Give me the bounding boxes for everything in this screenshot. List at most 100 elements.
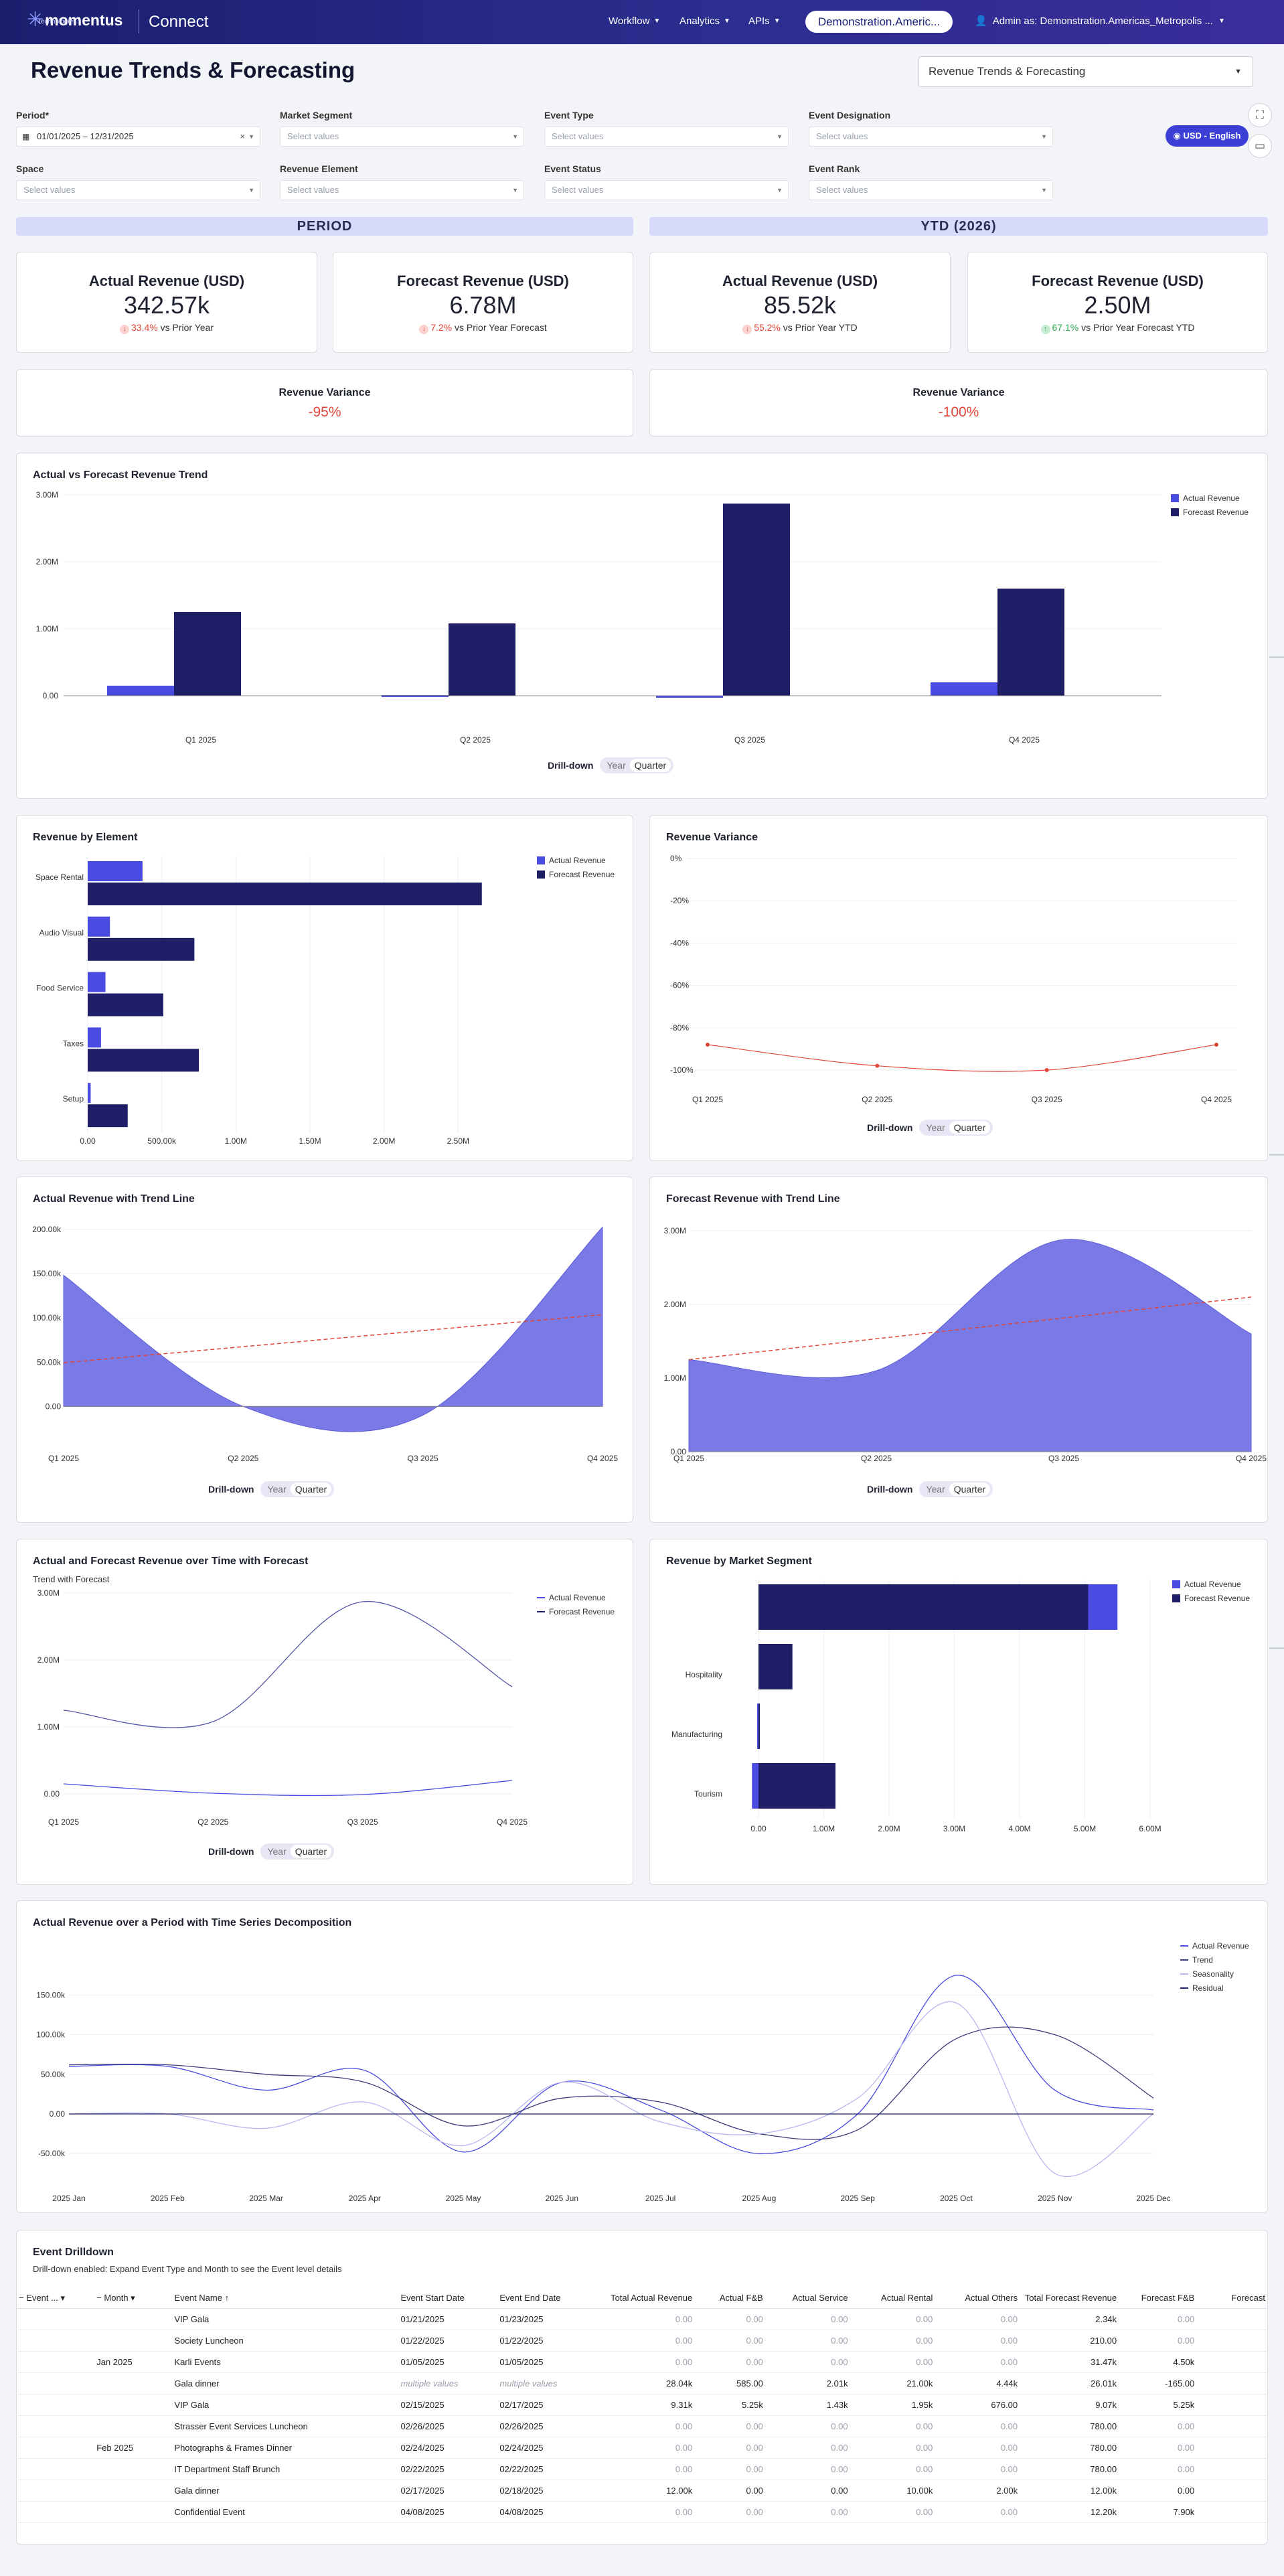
table-row[interactable]: Jan 2025 Karli Events 01/05/2025 01/05/2025… (16, 2351, 1268, 2373)
legend-item[interactable]: Actual Revenue (537, 1593, 615, 1602)
environment-selector[interactable]: Demonstration.Americ... (805, 11, 953, 33)
clear-icon[interactable]: × (240, 131, 245, 141)
column-header[interactable]: Event Start Date (398, 2288, 497, 2309)
legend-swatch (537, 1611, 545, 1612)
column-header[interactable]: Actual Others (935, 2288, 1021, 2309)
drill-toggle[interactable]: Year Quarter (260, 1843, 335, 1860)
table-row[interactable]: Gala dinner 02/17/2025 02/18/2025 12.00k 0.0… (16, 2480, 1268, 2502)
legend-item[interactable]: Forecast Revenue (537, 1607, 615, 1616)
sort-icon[interactable]: ▾ (128, 2292, 135, 2303)
column-header[interactable]: Total Actual Revenue (596, 2288, 696, 2309)
table-row[interactable]: Strasser Event Services Luncheon 02/26/20… (16, 2415, 1268, 2437)
legend-item[interactable]: Actual Revenue (1172, 1580, 1250, 1589)
drill-quarter[interactable]: Quarter (949, 1121, 991, 1134)
legend-swatch (1180, 1987, 1188, 1989)
column-header[interactable]: − Month ▾ (94, 2288, 172, 2309)
column-header[interactable]: Event Name ↑ (171, 2288, 398, 2309)
decomposition-line (68, 1975, 1154, 2154)
drill-toggle[interactable]: Year Quarter (260, 1481, 335, 1497)
expand-icon[interactable]: − (19, 2292, 27, 2303)
table-row[interactable]: VIP Gala 01/21/2025 01/23/2025 0.00 0.00 0.00… (16, 2308, 1268, 2330)
column-header[interactable]: Event End Date (497, 2288, 596, 2309)
column-header[interactable]: Actual F&B (695, 2288, 766, 2309)
currency-button[interactable]: ◉ USD - English (1166, 125, 1249, 147)
drill-toggle[interactable]: Year Quarter (600, 757, 674, 773)
chart-legend: Actual Revenue Forecast Revenue (1172, 1580, 1250, 1608)
table-cell (1197, 2330, 1268, 2352)
table-row[interactable]: VIP Gala 02/15/2025 02/17/2025 9.31k 5.25k 1.… (16, 2394, 1268, 2416)
revenue-element-select[interactable]: Select values ▼ (280, 180, 524, 200)
table-cell: 2.01k (765, 2372, 851, 2395)
y-tick-label: Audio Visual (39, 928, 84, 937)
chart-over-time-svg: 3.00M 2.00M 1.00M 0.00 Q1 2025 Q2 2025 Q3 2025… (37, 1588, 528, 1827)
drill-year[interactable]: Year (267, 1846, 287, 1857)
period-picker[interactable]: ▦ 01/01/2025 – 12/31/2025 × ▼ (16, 127, 260, 147)
table-row[interactable]: Feb 2025 Photographs & Frames Dinner 02/24… (16, 2437, 1268, 2459)
drill-year[interactable]: Year (267, 1484, 287, 1495)
legend-item[interactable]: Forecast Revenue (1171, 508, 1249, 517)
event-rank-select[interactable]: Select values ▼ (809, 180, 1053, 200)
bar-actual (88, 916, 110, 937)
drill-quarter[interactable]: Quarter (949, 1483, 991, 1496)
column-header[interactable]: − Event ... ▾ (16, 2288, 94, 2309)
chevron-down-icon: ▼ (512, 187, 518, 194)
momentus-logo[interactable]: ✳ momentus (27, 10, 123, 30)
table-row[interactable]: IT Department Staff Brunch 02/22/2025 02/2… (16, 2458, 1268, 2480)
table-row[interactable]: Society Luncheon 01/22/2025 01/22/2025 0.00… (16, 2330, 1268, 2352)
drill-quarter[interactable]: Quarter (290, 1845, 332, 1858)
legend-swatch (1180, 1973, 1188, 1975)
event-type-select[interactable]: Select values ▼ (544, 127, 789, 147)
arrow-up-icon: ↑ (1040, 325, 1050, 334)
drill-quarter[interactable]: Quarter (629, 759, 671, 772)
drill-year[interactable]: Year (926, 1484, 945, 1495)
user-menu[interactable]: 👤 Admin as: Demonstration.Americas_Metro… (975, 15, 1225, 27)
event-status-label: Event Status (544, 163, 601, 174)
space-select[interactable]: Select values ▼ (16, 180, 260, 200)
table-cell: 5.25k (1119, 2394, 1198, 2416)
nav-apis[interactable]: APIs ▼ (748, 15, 781, 27)
nav-workflow[interactable]: Workflow ▼ (609, 15, 660, 27)
drill-toggle[interactable]: Year Quarter (919, 1481, 993, 1497)
column-header[interactable]: Forecast F&B (1119, 2288, 1198, 2309)
column-header[interactable]: Forecast (1197, 2288, 1268, 2309)
expand-icon[interactable]: − (96, 2292, 104, 2303)
column-header[interactable]: Total Forecast Revenue (1020, 2288, 1120, 2309)
legend-item[interactable]: Trend (1180, 1955, 1249, 1965)
kpi-pct: 55.2% (754, 322, 781, 333)
kpi-card-actual: Actual Revenue (USD) 342.57k ↓ 33.4% vs P… (16, 252, 317, 353)
event-status-select[interactable]: Select values ▼ (544, 180, 789, 200)
sort-asc-icon[interactable]: ↑ (222, 2293, 230, 2303)
table-cell: Jan 2025 (94, 2351, 172, 2373)
drill-year[interactable]: Year (926, 1122, 945, 1133)
table-row[interactable]: Gala dinner multiple values multiple value… (16, 2372, 1268, 2395)
market-segment-select[interactable]: Select values ▼ (280, 127, 524, 147)
column-header[interactable]: Actual Rental (850, 2288, 936, 2309)
book-icon[interactable]: ▭ (1248, 134, 1272, 158)
drill-quarter[interactable]: Quarter (290, 1483, 332, 1496)
table-row[interactable]: Confidential Event 04/08/2025 04/08/2025 0.… (16, 2501, 1268, 2523)
legend-item[interactable]: Forecast Revenue (537, 870, 615, 879)
sort-icon[interactable]: ▾ (58, 2292, 66, 2303)
table-cell: 10.00k (850, 2480, 936, 2502)
kpi-pct: 33.4% (131, 322, 158, 333)
table-cell: Gala dinner (171, 2480, 398, 2502)
legend-item[interactable]: Residual (1180, 1983, 1249, 1993)
table-cell (16, 2394, 94, 2416)
nav-analytics[interactable]: Analytics ▼ (679, 15, 730, 27)
legend-item[interactable]: Actual Revenue (1180, 1941, 1249, 1951)
kpi-sub: vs Prior Year YTD (783, 322, 858, 333)
chart-card-variance: Revenue Variance 0% -20% -40% -60% -80% -100%… (649, 815, 1268, 1161)
line-actual (63, 1780, 513, 1797)
report-selector[interactable]: Revenue Trends & Forecasting ▼ (918, 56, 1253, 87)
legend-item[interactable]: Forecast Revenue (1172, 1594, 1250, 1603)
chevron-down-icon: ▼ (777, 133, 783, 140)
column-header[interactable]: Actual Service (765, 2288, 851, 2309)
fullscreen-icon[interactable]: ⛶ (1248, 103, 1272, 127)
drill-toggle[interactable]: Year Quarter (919, 1120, 993, 1136)
legend-item[interactable]: Actual Revenue (537, 856, 615, 865)
legend-item[interactable]: Actual Revenue (1171, 494, 1249, 503)
event-designation-select[interactable]: Select values ▼ (809, 127, 1053, 147)
drill-year[interactable]: Year (607, 760, 626, 771)
legend-item[interactable]: Seasonality (1180, 1969, 1249, 1979)
chart-title: Revenue by Element (33, 832, 138, 843)
